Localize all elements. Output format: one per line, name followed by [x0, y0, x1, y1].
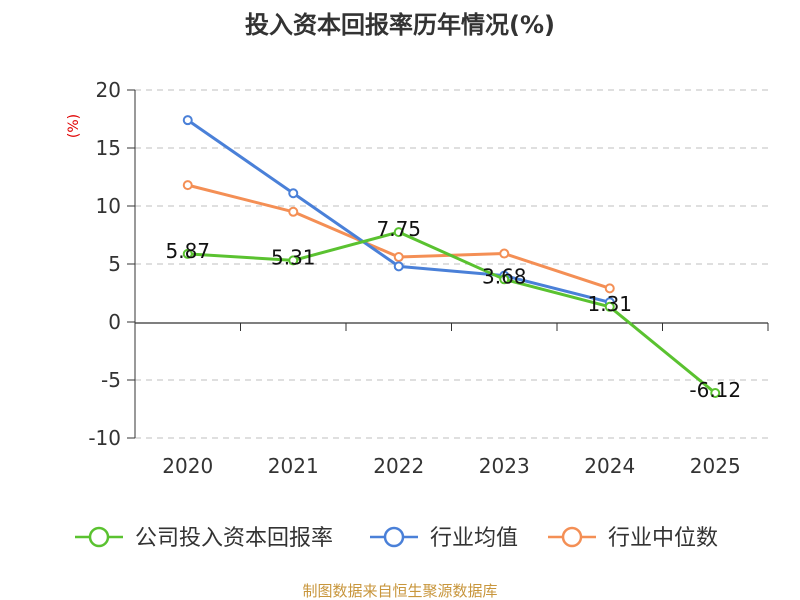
x-tick-label-2022: 2022 [373, 454, 424, 478]
legend-label-0: 公司投入资本回报率 [135, 526, 333, 551]
series-0-point-5 [710, 387, 721, 398]
legend-marker-1 [383, 526, 405, 548]
x-tick-label-2023: 2023 [479, 454, 530, 478]
data-label-2020: 5.87 [165, 239, 210, 263]
series-2-point-1 [288, 206, 299, 217]
axes: 20 15 10 5 0 -5 -10 2020 2021 2022 2023 2024 2025 [88, 78, 769, 478]
y-tick-label-20: 20 [96, 78, 121, 102]
y-tick-label-15: 15 [96, 136, 121, 160]
series-1-point-1 [288, 188, 299, 199]
data-label-2021: 5.31 [271, 245, 316, 269]
series-0-point-1 [288, 255, 299, 266]
series-2-point-0 [182, 180, 193, 191]
y-axis-label: (%) [66, 114, 82, 138]
series-0-point-3 [499, 274, 510, 285]
data-label-2022: 7.75 [376, 217, 421, 241]
x-tick-label-2024: 2024 [584, 454, 635, 478]
legend-marker-0 [88, 526, 110, 548]
legend-label-2: 行业中位数 [608, 526, 718, 551]
series-2-point-3 [499, 248, 510, 259]
y-tick-label--10: -10 [88, 426, 121, 450]
series-0-point-0 [182, 248, 193, 259]
series-0-point-2 [393, 227, 404, 238]
series-1-point-2 [393, 261, 404, 272]
y-tick-label-10: 10 [96, 194, 121, 218]
legend-marker-2 [561, 526, 583, 548]
series-2-point-2 [393, 252, 404, 263]
x-tick-label-2020: 2020 [162, 454, 213, 478]
series-2-point-4 [604, 283, 615, 294]
y-tick-label-0: 0 [108, 310, 121, 334]
data-labels: 5.87 5.31 7.75 3.68 1.31 -6.12 [165, 217, 741, 402]
grid-lines [135, 89, 768, 439]
series-1-point-0 [182, 115, 193, 126]
legend-label-1: 行业均值 [430, 526, 518, 551]
series-0-point-4 [604, 301, 615, 312]
data-label-2025: -6.12 [689, 378, 741, 402]
y-tick-label--5: -5 [101, 368, 121, 392]
x-tick-label-2025: 2025 [690, 454, 741, 478]
y-tick-label-5: 5 [108, 252, 121, 276]
source-note: 制图数据来自恒生聚源数据库 [302, 582, 497, 600]
data-label-2023: 3.68 [482, 264, 527, 288]
data-label-2024: 1.31 [587, 292, 632, 316]
chart-title: 投入资本回报率历年情况(%) [245, 11, 555, 39]
x-tick-label-2021: 2021 [268, 454, 319, 478]
legend: 公司投入资本回报率 行业均值 行业中位数 [75, 526, 718, 551]
series-line-0 [187, 230, 717, 395]
series-lines [182, 115, 721, 398]
